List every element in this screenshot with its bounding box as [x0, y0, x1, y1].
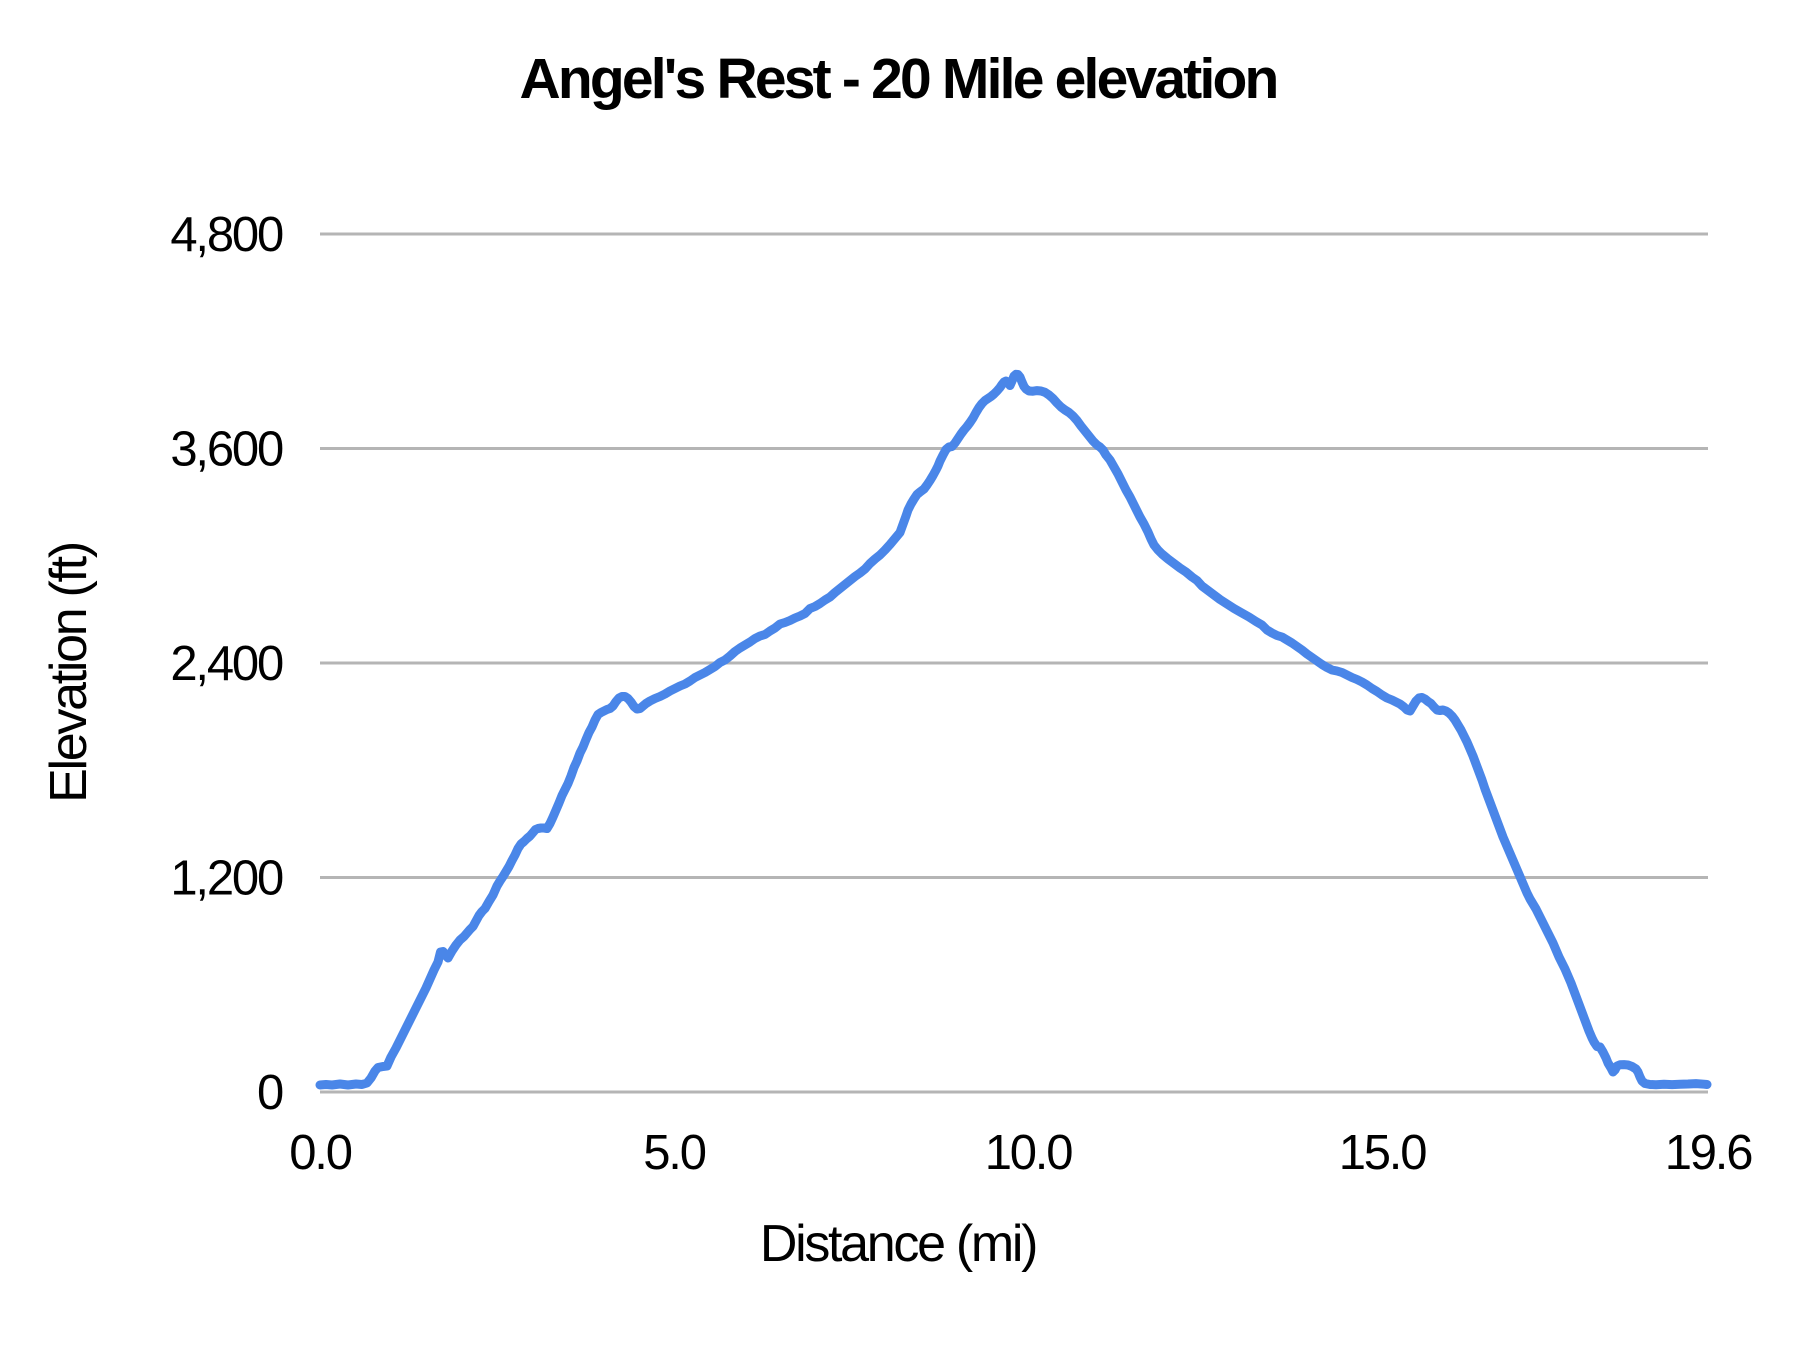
svg-text:19.6: 19.6	[1665, 1126, 1753, 1180]
svg-text:5.0: 5.0	[643, 1126, 705, 1180]
svg-text:Elevation (ft): Elevation (ft)	[40, 543, 98, 803]
svg-text:Angel's Rest - 20 Mile elevati: Angel's Rest - 20 Mile elevation	[519, 47, 1276, 111]
svg-text:Distance (mi): Distance (mi)	[760, 1215, 1036, 1273]
svg-text:0.0: 0.0	[289, 1126, 351, 1180]
svg-text:2,400: 2,400	[170, 637, 283, 691]
svg-text:0: 0	[257, 1066, 283, 1120]
svg-text:10.0: 10.0	[985, 1126, 1073, 1180]
svg-text:15.0: 15.0	[1339, 1126, 1427, 1180]
svg-text:3,600: 3,600	[170, 422, 283, 476]
svg-text:1,200: 1,200	[170, 851, 283, 905]
svg-text:4,800: 4,800	[170, 208, 283, 262]
